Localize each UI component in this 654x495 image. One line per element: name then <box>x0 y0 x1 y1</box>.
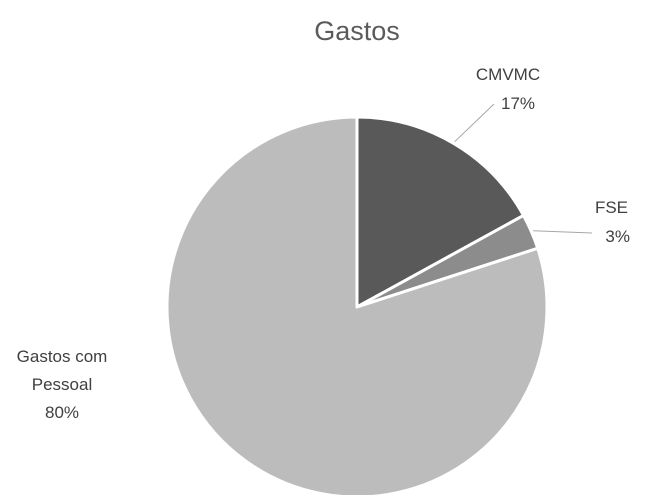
slice-percent-cmvmc: 17% <box>501 94 535 113</box>
slice-percent-gastos-com-pessoal: 80% <box>45 403 79 422</box>
slice-label-cmvmc: CMVMC <box>476 65 540 84</box>
slice-label-fse: FSE <box>595 198 628 217</box>
leader-lines <box>454 103 593 234</box>
data-label-cmvmc: CMVMC 17% <box>476 65 540 113</box>
data-label-fse: FSE 3% <box>595 198 630 246</box>
leader-line-fse <box>533 230 593 234</box>
slice-label-gastos-com-pessoal-line2: Pessoal <box>32 375 92 394</box>
leader-line-cmvmc <box>454 103 495 143</box>
chart-title: Gastos <box>314 16 400 46</box>
slice-percent-fse: 3% <box>605 227 630 246</box>
pie-slices <box>165 115 549 495</box>
data-label-gastos-com-pessoal: Gastos com Pessoal 80% <box>17 347 108 422</box>
pie-slice-gastos-com-pessoal <box>165 115 549 495</box>
slice-label-gastos-com-pessoal-line1: Gastos com <box>17 347 108 366</box>
pie-slice-cmvmc <box>355 115 525 309</box>
